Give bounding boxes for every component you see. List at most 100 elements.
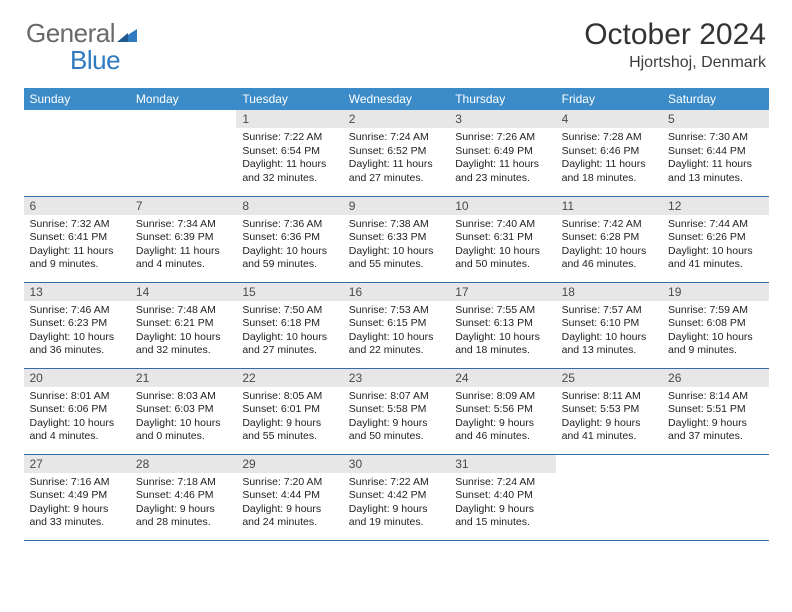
day-details: Sunrise: 7:32 AMSunset: 6:41 PMDaylight:… <box>24 215 130 277</box>
daylight-text: Daylight: 9 hours and 41 minutes. <box>562 417 656 444</box>
sunrise-text: Sunrise: 7:26 AM <box>455 131 549 145</box>
daylight-text: Daylight: 11 hours and 23 minutes. <box>455 158 549 185</box>
sunrise-text: Sunrise: 7:16 AM <box>30 476 124 490</box>
day-number: 15 <box>236 283 342 301</box>
day-details: Sunrise: 7:36 AMSunset: 6:36 PMDaylight:… <box>236 215 342 277</box>
sunrise-text: Sunrise: 7:28 AM <box>562 131 656 145</box>
day-details: Sunrise: 7:42 AMSunset: 6:28 PMDaylight:… <box>556 215 662 277</box>
sunset-text: Sunset: 4:46 PM <box>136 489 230 503</box>
daylight-text: Daylight: 11 hours and 4 minutes. <box>136 245 230 272</box>
daylight-text: Daylight: 9 hours and 28 minutes. <box>136 503 230 530</box>
calendar-day-cell: 6Sunrise: 7:32 AMSunset: 6:41 PMDaylight… <box>24 196 130 282</box>
day-details: Sunrise: 7:22 AMSunset: 6:54 PMDaylight:… <box>236 128 342 190</box>
brand-logo: GeneralBlue <box>26 18 137 76</box>
sunrise-text: Sunrise: 7:38 AM <box>349 218 443 232</box>
day-details: Sunrise: 8:11 AMSunset: 5:53 PMDaylight:… <box>556 387 662 449</box>
day-number: 17 <box>449 283 555 301</box>
daylight-text: Daylight: 10 hours and 41 minutes. <box>668 245 762 272</box>
calendar-day-cell: 25Sunrise: 8:11 AMSunset: 5:53 PMDayligh… <box>556 368 662 454</box>
sunrise-text: Sunrise: 8:14 AM <box>668 390 762 404</box>
sunset-text: Sunset: 6:36 PM <box>242 231 336 245</box>
day-details: Sunrise: 7:18 AMSunset: 4:46 PMDaylight:… <box>130 473 236 535</box>
day-details: Sunrise: 7:24 AMSunset: 4:40 PMDaylight:… <box>449 473 555 535</box>
day-details: Sunrise: 7:28 AMSunset: 6:46 PMDaylight:… <box>556 128 662 190</box>
sunset-text: Sunset: 4:42 PM <box>349 489 443 503</box>
daylight-text: Daylight: 10 hours and 22 minutes. <box>349 331 443 358</box>
sunset-text: Sunset: 6:18 PM <box>242 317 336 331</box>
sunset-text: Sunset: 6:49 PM <box>455 145 549 159</box>
sunset-text: Sunset: 6:03 PM <box>136 403 230 417</box>
calendar-day-cell: 18Sunrise: 7:57 AMSunset: 6:10 PMDayligh… <box>556 282 662 368</box>
sunset-text: Sunset: 5:58 PM <box>349 403 443 417</box>
calendar-day-cell: 3Sunrise: 7:26 AMSunset: 6:49 PMDaylight… <box>449 110 555 196</box>
day-details: Sunrise: 7:44 AMSunset: 6:26 PMDaylight:… <box>662 215 768 277</box>
day-number: 21 <box>130 369 236 387</box>
sunrise-text: Sunrise: 8:11 AM <box>562 390 656 404</box>
brand-part1: General <box>26 18 115 48</box>
calendar-day-cell: 10Sunrise: 7:40 AMSunset: 6:31 PMDayligh… <box>449 196 555 282</box>
daylight-text: Daylight: 10 hours and 32 minutes. <box>136 331 230 358</box>
sunset-text: Sunset: 4:49 PM <box>30 489 124 503</box>
sunset-text: Sunset: 6:21 PM <box>136 317 230 331</box>
calendar-day-cell: 4Sunrise: 7:28 AMSunset: 6:46 PMDaylight… <box>556 110 662 196</box>
sunrise-text: Sunrise: 7:40 AM <box>455 218 549 232</box>
day-number: 22 <box>236 369 342 387</box>
calendar-day-cell: 28Sunrise: 7:18 AMSunset: 4:46 PMDayligh… <box>130 454 236 540</box>
daylight-text: Daylight: 11 hours and 13 minutes. <box>668 158 762 185</box>
day-header: Wednesday <box>343 88 449 110</box>
calendar-head: SundayMondayTuesdayWednesdayThursdayFrid… <box>24 88 769 110</box>
daylight-text: Daylight: 9 hours and 55 minutes. <box>242 417 336 444</box>
sunrise-text: Sunrise: 8:07 AM <box>349 390 443 404</box>
sunset-text: Sunset: 6:26 PM <box>668 231 762 245</box>
day-details: Sunrise: 7:57 AMSunset: 6:10 PMDaylight:… <box>556 301 662 363</box>
sunset-text: Sunset: 6:41 PM <box>30 231 124 245</box>
day-details: Sunrise: 7:55 AMSunset: 6:13 PMDaylight:… <box>449 301 555 363</box>
daylight-text: Daylight: 9 hours and 33 minutes. <box>30 503 124 530</box>
day-number: 7 <box>130 197 236 215</box>
daylight-text: Daylight: 11 hours and 27 minutes. <box>349 158 443 185</box>
calendar-day-cell: 13Sunrise: 7:46 AMSunset: 6:23 PMDayligh… <box>24 282 130 368</box>
calendar-day-cell: 1Sunrise: 7:22 AMSunset: 6:54 PMDaylight… <box>236 110 342 196</box>
day-details: Sunrise: 7:22 AMSunset: 4:42 PMDaylight:… <box>343 473 449 535</box>
calendar-table: SundayMondayTuesdayWednesdayThursdayFrid… <box>24 88 769 541</box>
day-details: Sunrise: 7:30 AMSunset: 6:44 PMDaylight:… <box>662 128 768 190</box>
sunset-text: Sunset: 6:31 PM <box>455 231 549 245</box>
sunset-text: Sunset: 6:44 PM <box>668 145 762 159</box>
day-number: 4 <box>556 110 662 128</box>
calendar-day-cell: 26Sunrise: 8:14 AMSunset: 5:51 PMDayligh… <box>662 368 768 454</box>
calendar-day-cell: .. <box>130 110 236 196</box>
sunrise-text: Sunrise: 7:20 AM <box>242 476 336 490</box>
calendar-week-row: 13Sunrise: 7:46 AMSunset: 6:23 PMDayligh… <box>24 282 769 368</box>
calendar-day-cell: 22Sunrise: 8:05 AMSunset: 6:01 PMDayligh… <box>236 368 342 454</box>
sunrise-text: Sunrise: 8:05 AM <box>242 390 336 404</box>
calendar-day-cell: 11Sunrise: 7:42 AMSunset: 6:28 PMDayligh… <box>556 196 662 282</box>
calendar-day-cell: 21Sunrise: 8:03 AMSunset: 6:03 PMDayligh… <box>130 368 236 454</box>
day-details: Sunrise: 7:34 AMSunset: 6:39 PMDaylight:… <box>130 215 236 277</box>
daylight-text: Daylight: 9 hours and 19 minutes. <box>349 503 443 530</box>
day-header: Saturday <box>662 88 768 110</box>
sunrise-text: Sunrise: 7:22 AM <box>242 131 336 145</box>
sunrise-text: Sunrise: 7:48 AM <box>136 304 230 318</box>
day-header: Sunday <box>24 88 130 110</box>
sunrise-text: Sunrise: 7:50 AM <box>242 304 336 318</box>
day-number: 8 <box>236 197 342 215</box>
sunrise-text: Sunrise: 7:34 AM <box>136 218 230 232</box>
calendar-day-cell: 7Sunrise: 7:34 AMSunset: 6:39 PMDaylight… <box>130 196 236 282</box>
day-details: Sunrise: 7:46 AMSunset: 6:23 PMDaylight:… <box>24 301 130 363</box>
sunset-text: Sunset: 6:52 PM <box>349 145 443 159</box>
sunset-text: Sunset: 6:06 PM <box>30 403 124 417</box>
sunset-text: Sunset: 6:10 PM <box>562 317 656 331</box>
daylight-text: Daylight: 10 hours and 18 minutes. <box>455 331 549 358</box>
day-number: 18 <box>556 283 662 301</box>
day-number: 10 <box>449 197 555 215</box>
sunrise-text: Sunrise: 7:24 AM <box>349 131 443 145</box>
daylight-text: Daylight: 9 hours and 24 minutes. <box>242 503 336 530</box>
day-number: 25 <box>556 369 662 387</box>
day-number: 31 <box>449 455 555 473</box>
page-header: GeneralBlue October 2024 Hjortshoj, Denm… <box>0 0 792 82</box>
calendar-day-cell: 19Sunrise: 7:59 AMSunset: 6:08 PMDayligh… <box>662 282 768 368</box>
day-number: 30 <box>343 455 449 473</box>
calendar-week-row: ....1Sunrise: 7:22 AMSunset: 6:54 PMDayl… <box>24 110 769 196</box>
day-details: Sunrise: 8:09 AMSunset: 5:56 PMDaylight:… <box>449 387 555 449</box>
sunset-text: Sunset: 6:15 PM <box>349 317 443 331</box>
